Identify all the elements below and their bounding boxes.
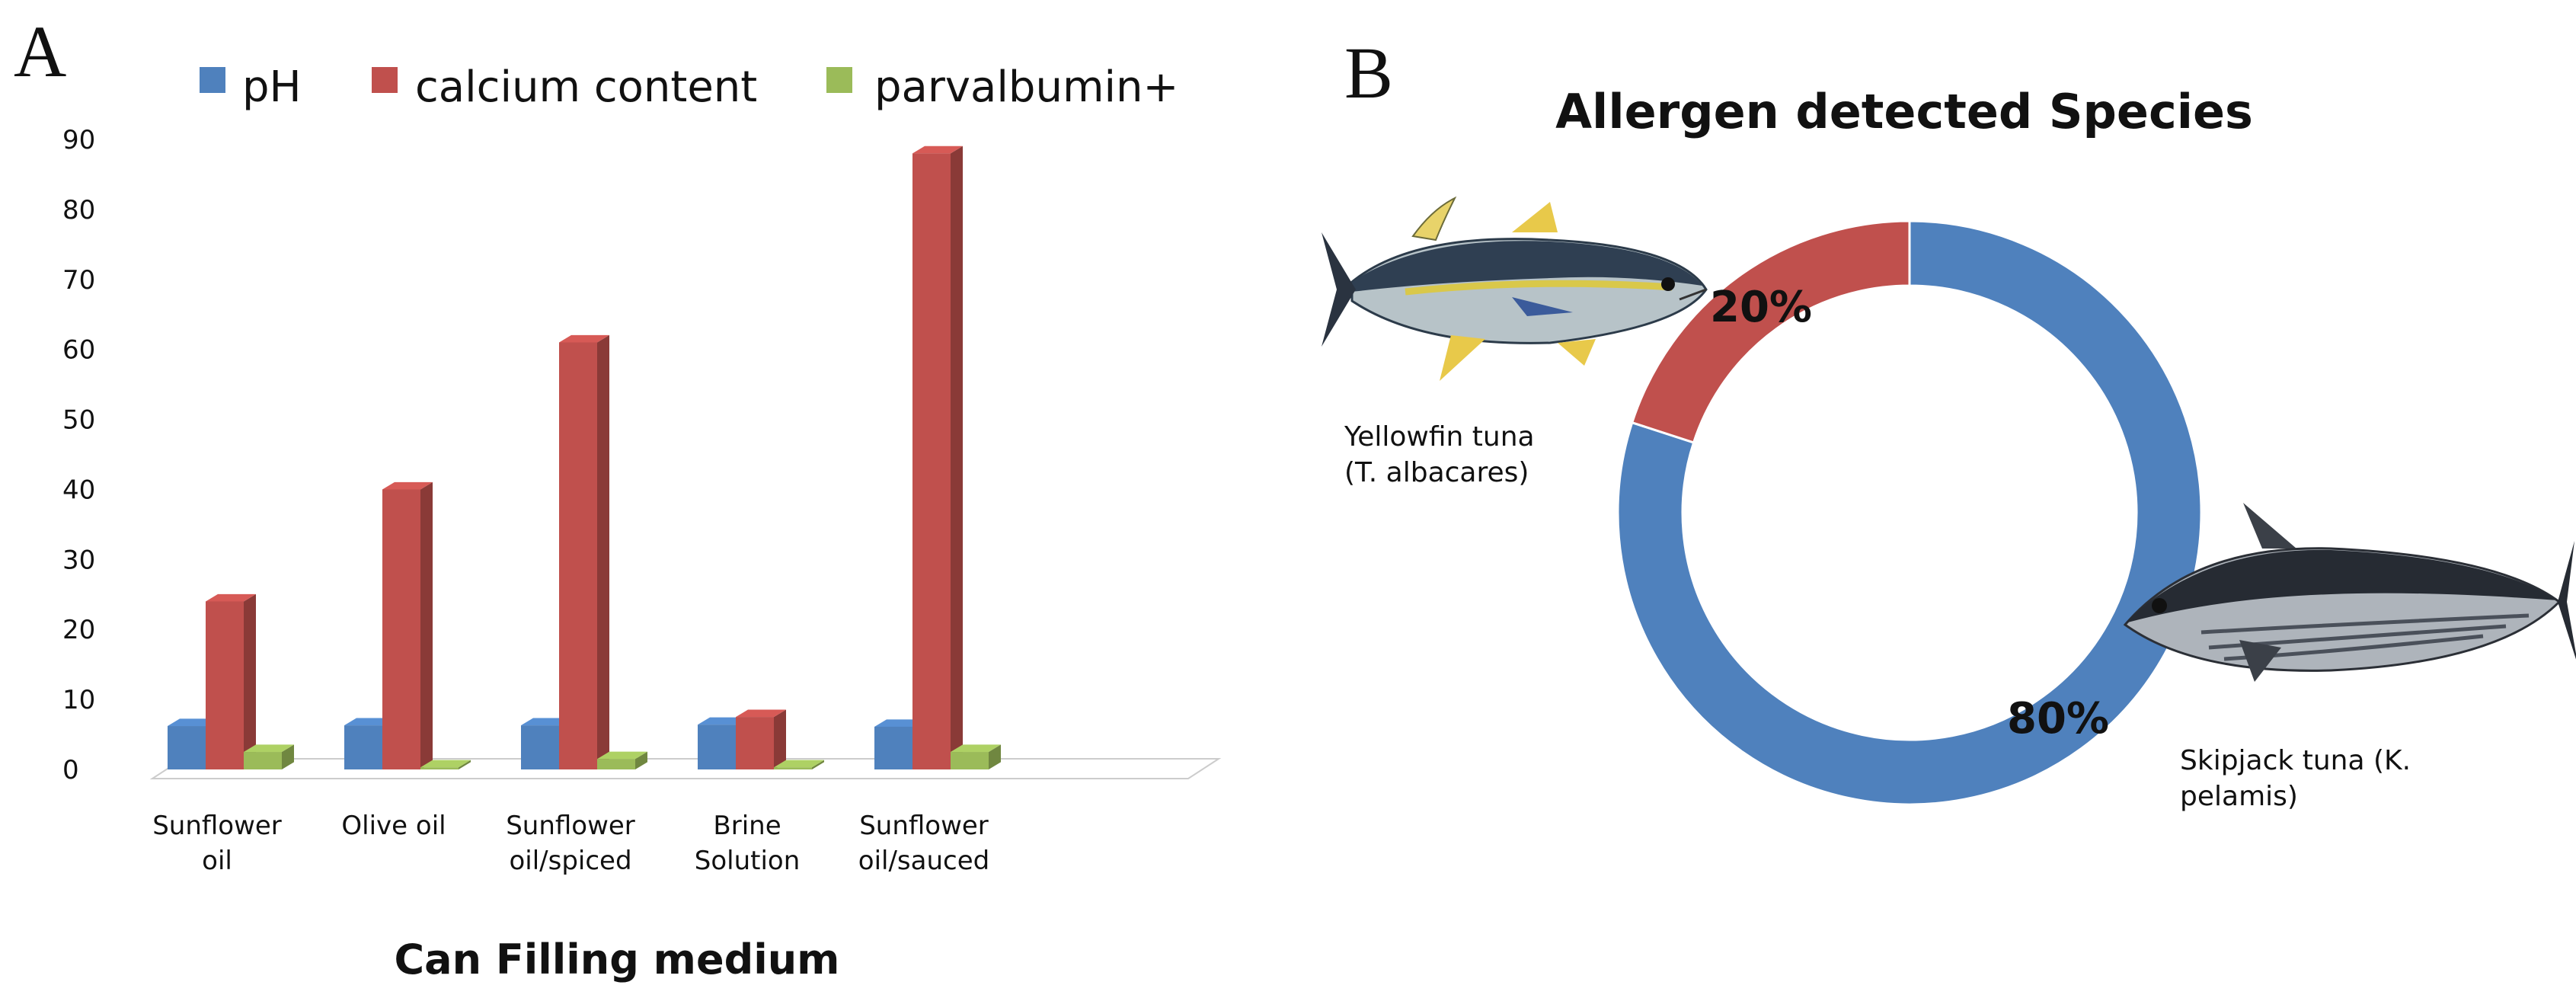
bar-side (989, 744, 1001, 769)
bar-chart-panel: A pH calcium content parvalbumin+ 0 10 20 3… (14, 11, 1222, 984)
bar-top (420, 760, 471, 768)
donut-chart-title: Allergen detected Species (1555, 84, 2253, 139)
bar-side (420, 481, 433, 769)
y-tick-label: 20 (62, 615, 95, 645)
category-labels: Sunflower oil Olive oil Sunflower oil/spiced… (152, 811, 989, 876)
legend-label-ph: pH (242, 62, 302, 112)
bar-top (912, 146, 963, 154)
panel-b-letter: B (1344, 32, 1393, 114)
y-tick-label: 80 (62, 195, 95, 226)
bar-side (459, 760, 471, 769)
bar-calcium-content (559, 334, 609, 769)
bar-side (774, 709, 786, 769)
chart-floor (149, 758, 1222, 779)
category-label: Solution (695, 846, 801, 876)
donut-ring (1616, 219, 2203, 806)
panel-a-letter: A (14, 11, 66, 92)
bar-side (244, 593, 256, 769)
bar-side (951, 146, 963, 769)
y-tick-label: 50 (62, 405, 95, 436)
bar-chart-legend: pH calcium content parvalbumin+ (200, 62, 1178, 112)
yellowfin-label-line2: (T. albacares) (1344, 457, 1529, 488)
bar-front (559, 342, 597, 769)
bar-calcium-content (206, 593, 256, 769)
category-label: oil/spiced (509, 846, 631, 876)
yellowfin-tuna-image (1322, 196, 1708, 381)
bar-top (774, 760, 824, 768)
skipjack-tuna-image (2123, 503, 2576, 682)
bar-top (206, 593, 256, 602)
bar-front (597, 759, 635, 769)
bar-front (874, 726, 912, 769)
donut-slice-80pct (1616, 219, 2203, 806)
bar-front (912, 153, 951, 769)
x-axis-title: Can Filling medium (395, 936, 840, 984)
bar-front (382, 489, 420, 769)
bar-top (736, 709, 786, 718)
y-tick-label: 60 (62, 335, 95, 366)
legend-swatch-parvalbumin (826, 67, 852, 93)
skipjack-label-line2: pelamis) (2180, 781, 2298, 812)
bar-front (420, 767, 459, 769)
bar-top (951, 744, 1001, 753)
bar-top (874, 719, 925, 727)
skipjack-label-line1: Skipjack tuna (K. (2180, 745, 2411, 776)
bar-calcium-content (912, 146, 963, 769)
yellowfin-label-line1: Yellowfin tuna (1344, 421, 1535, 453)
y-tick-label: 90 (62, 125, 95, 155)
bar-calcium-content (736, 709, 786, 769)
bar-calcium-content (382, 481, 433, 769)
category-label: oil (202, 846, 232, 876)
y-tick-label: 0 (62, 755, 79, 785)
category-label: Olive oil (341, 811, 446, 841)
bar-top (382, 481, 433, 490)
bar-top (597, 751, 647, 760)
bar-front (206, 601, 244, 769)
slice-label-20: 20% (1710, 283, 1812, 332)
bar-side (597, 334, 609, 769)
bar-parvalbumin- (420, 760, 471, 769)
floor-plane (149, 758, 1222, 779)
bar-front (774, 767, 812, 769)
category-label: Brine (713, 811, 781, 841)
bar-front (244, 752, 282, 769)
bar-front (521, 725, 559, 769)
bar-front (698, 725, 736, 769)
category-label: Sunflower (859, 811, 989, 841)
y-axis-ticks: 0 10 20 30 40 50 60 70 80 90 (62, 125, 95, 785)
bar-parvalbumin- (244, 744, 294, 769)
category-label: Sunflower (506, 811, 635, 841)
bar-top (344, 718, 395, 726)
bar-front (951, 752, 989, 769)
bar-front (344, 725, 382, 769)
bar-side (812, 760, 824, 769)
category-label: oil/sauced (858, 846, 989, 876)
bar-front (168, 726, 206, 769)
y-tick-label: 10 (62, 685, 95, 715)
bar-side (282, 744, 294, 769)
bar-top (698, 717, 748, 725)
bar-parvalbumin- (951, 744, 1001, 769)
category-label: Sunflower (152, 811, 282, 841)
legend-swatch-calcium (372, 67, 398, 93)
legend-swatch-ph (200, 67, 225, 93)
bar-parvalbumin- (774, 760, 824, 769)
y-tick-label: 70 (62, 265, 95, 296)
bar-front (736, 717, 774, 769)
bar-side (635, 751, 647, 769)
bar-top (244, 744, 294, 753)
bar-top (521, 718, 571, 726)
y-tick-label: 40 (62, 475, 95, 505)
bar-top (168, 718, 218, 727)
y-tick-label: 30 (62, 545, 95, 575)
bar-parvalbumin- (597, 751, 647, 769)
bars (168, 146, 1001, 769)
legend-label-calcium: calcium content (415, 62, 757, 112)
bar-top (559, 334, 609, 343)
donut-slice-20pct (1630, 219, 1911, 444)
slice-label-80: 80% (2007, 694, 2109, 744)
donut-chart-panel: B Allergen detected Species Yellowfin tu… (1322, 32, 2576, 812)
legend-label-parvalbumin: parvalbumin+ (874, 62, 1178, 112)
